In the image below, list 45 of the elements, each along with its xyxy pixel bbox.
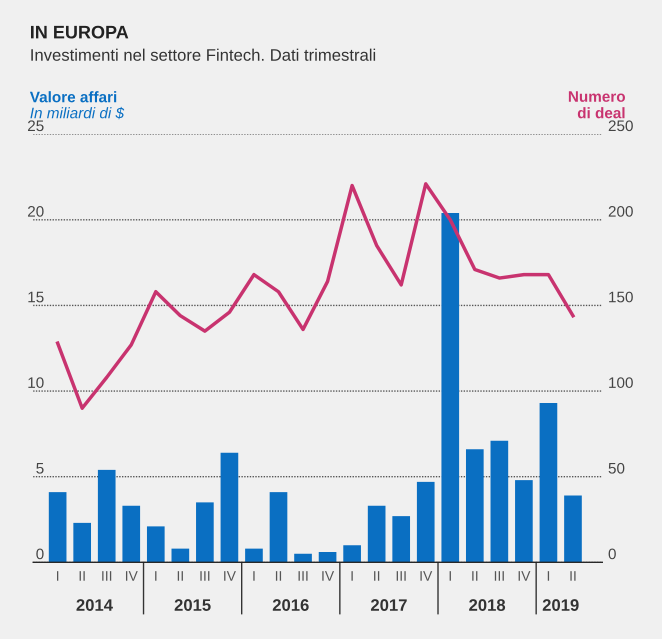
text: 2016 [272,599,309,611]
x-tick-label: II [178,571,183,581]
x-tick-label: IV [420,571,432,581]
text: Valore affari [30,91,116,102]
x-tick-label: I [548,571,550,581]
text: 2014 [76,599,113,611]
text: 2017 [370,599,407,611]
x-tick-label: I [450,571,451,581]
x-tick-label: IV [322,571,334,581]
x-tick-label: I [56,571,58,581]
text: 2015 [174,599,211,611]
y2-tick-label: 150 [609,292,633,302]
x-tick-label: III [200,571,210,581]
y-tick-label: 10 [28,377,44,388]
y2-tick-label: 0 [608,548,616,560]
y2-tick-label: 250 [608,120,633,132]
x-tick-label: I [253,571,255,581]
x-tick-label: IV [518,571,530,581]
y-tick-label: 15 [28,292,44,302]
x-tick-label: II [472,571,478,581]
text: In miliardi di $ [30,106,124,120]
y2-tick-label: 100 [609,377,633,388]
x-tick-label: IV [224,571,236,581]
x-tick-label: III [396,571,406,581]
chart-title: IN EUROPA [30,26,128,39]
y-tick-label: 0 [36,548,44,560]
x-tick-label: III [298,571,308,581]
x-tick-label: II [80,571,85,581]
x-tick-label: II [374,571,380,581]
y2-tick-label: 200 [608,206,633,217]
x-tick-label: III [494,571,504,581]
y2-tick-label: 50 [608,462,624,474]
x-tick-label: III [102,571,112,581]
x-tick-label: IV [126,571,138,581]
x-tick-label: I [351,571,353,581]
text: 2019 [542,599,579,611]
x-tick-label: I [155,571,156,581]
y-tick-label: 20 [28,206,44,217]
y-tick-label: 5 [36,463,44,474]
text: Numero di deal [568,91,625,118]
x-tick-label: II [570,571,576,581]
y-tick-label: 25 [28,120,44,132]
text: 2018 [469,599,506,611]
x-tick-label: II [276,571,282,581]
chart-subtitle: Investimenti nel settore Fintech. Dati trimestrali [31,48,376,61]
